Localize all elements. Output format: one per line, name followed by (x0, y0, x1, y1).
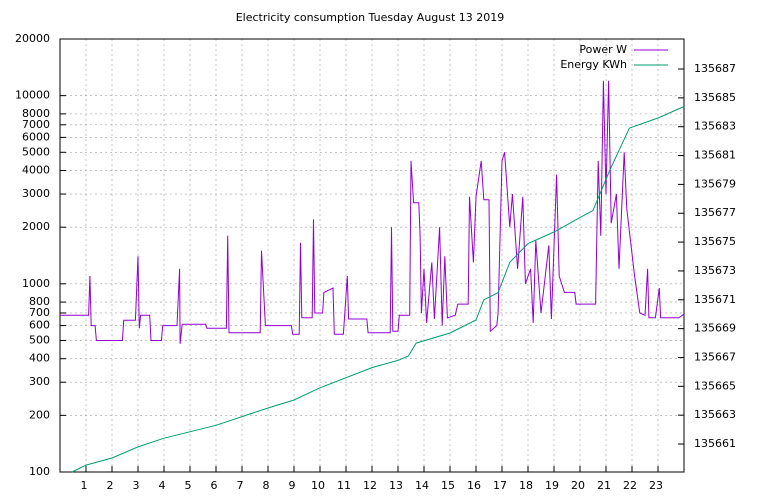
x-tick-label: 2 (107, 479, 114, 492)
x-tick-label: 9 (289, 479, 296, 492)
x-tick-label: 19 (545, 479, 559, 492)
x-tick-label: 6 (211, 479, 218, 492)
series-line (60, 80, 685, 344)
x-tick-label: 7 (237, 479, 244, 492)
y2-tick-label: 135669 (694, 322, 736, 335)
y-tick-label: 400 (29, 352, 50, 365)
y2-tick-label: 135675 (694, 235, 736, 248)
y-tick-label: 2000 (22, 220, 50, 233)
x-tick-label: 11 (337, 479, 351, 492)
x-tick-label: 4 (159, 479, 166, 492)
plot-frame (59, 38, 685, 473)
y2-tick-label: 135687 (694, 62, 736, 75)
y-tick-label: 7000 (22, 118, 50, 131)
y2-tick-label: 135663 (694, 408, 736, 421)
y-tick-label: 800 (29, 295, 50, 308)
x-tick-label: 12 (363, 479, 377, 492)
y2-tick-label: 135683 (694, 120, 736, 133)
y2-tick-label: 135665 (694, 379, 736, 392)
y2-tick-label: 135677 (694, 206, 736, 219)
y-tick-label: 6000 (22, 130, 50, 143)
x-tick-label: 16 (467, 479, 481, 492)
y-tick-label: 700 (29, 306, 50, 319)
y-tick-label: 600 (29, 319, 50, 332)
y-tick-label: 20000 (15, 32, 50, 45)
x-tick-label: 22 (623, 479, 637, 492)
x-tick-label: 23 (649, 479, 663, 492)
y-tick-label: 10000 (15, 89, 50, 102)
y2-tick-label: 135685 (694, 91, 736, 104)
y2-tick-label: 135667 (694, 350, 736, 363)
x-tick-label: 15 (441, 479, 455, 492)
x-tick-label: 20 (571, 479, 585, 492)
y2-tick-label: 135681 (694, 149, 736, 162)
y-tick-label: 100 (29, 465, 50, 478)
x-tick-label: 21 (597, 479, 611, 492)
x-tick-label: 1 (81, 479, 88, 492)
y-tick-label: 4000 (22, 164, 50, 177)
x-tick-label: 3 (133, 479, 140, 492)
x-tick-label: 13 (389, 479, 403, 492)
legend-label: Power W (579, 43, 627, 56)
x-tick-label: 8 (263, 479, 270, 492)
x-tick-label: 14 (415, 479, 429, 492)
y2-tick-label: 135679 (694, 177, 736, 190)
x-tick-label: 10 (311, 479, 325, 492)
y-tick-label: 5000 (22, 145, 50, 158)
y-tick-label: 300 (29, 375, 50, 388)
series-line (71, 106, 685, 473)
y-tick-label: 200 (29, 408, 50, 421)
y2-tick-label: 135661 (694, 437, 736, 450)
chart-title: Electricity consumption Tuesday August 1… (236, 11, 505, 24)
y2-tick-label: 135673 (694, 264, 736, 277)
y-tick-label: 500 (29, 333, 50, 346)
y-tick-label: 1000 (22, 277, 50, 290)
legend-label: Energy KWh (560, 58, 627, 71)
x-tick-label: 17 (493, 479, 507, 492)
x-tick-label: 18 (519, 479, 533, 492)
y-tick-label: 3000 (22, 187, 50, 200)
y-tick-label: 8000 (22, 107, 50, 120)
x-tick-label: 5 (185, 479, 192, 492)
y2-tick-label: 135671 (694, 293, 736, 306)
